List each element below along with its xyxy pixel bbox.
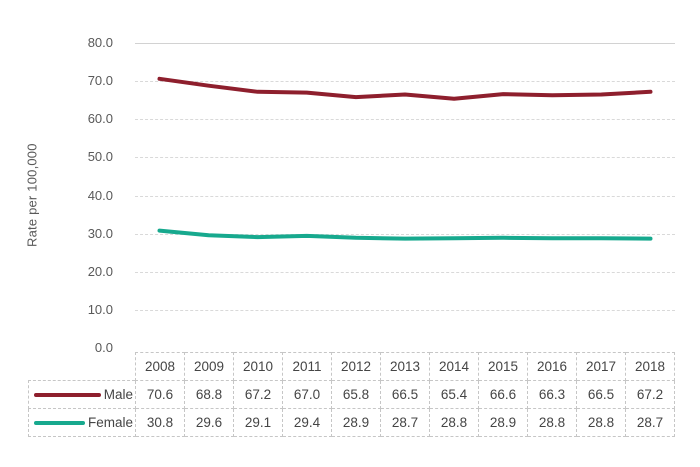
year-header-cell: 2011 [282,352,332,381]
y-axis-title: Rate per 100,000 [24,143,40,248]
y-tick-label: 80.0 [87,35,113,50]
y-tick-label: 0.0 [94,340,113,355]
gridline-40 [135,195,675,197]
value-cell-male: 66.6 [478,380,528,409]
legend-cell-female: Female [28,408,136,437]
table-header-row: 2008 2009 2010 2011 2012 2013 2014 2015 2016 2017… [29,352,675,381]
value-cell-female: 29.1 [233,408,283,437]
table-row-female: Female 30.8 29.6 29.1 29.4 28.9 28.7 28.8 28.9 28… [28,408,675,437]
legend-label-female: Female [87,415,133,430]
legend-line-swatch-female [34,420,85,425]
value-cell-male: 65.8 [331,380,381,409]
year-header-cell: 2009 [184,352,234,381]
year-header-cell: 2012 [331,352,381,381]
value-cell-male: 66.5 [576,380,626,409]
legend-label-male: Male [103,387,133,402]
value-cell-female: 28.9 [331,408,381,437]
y-tick-label: 50.0 [87,149,113,165]
value-cell-female: 28.8 [576,408,626,437]
value-cell-female: 29.4 [282,408,332,437]
gridline-80 [135,43,675,44]
value-cell-male: 66.3 [527,380,577,409]
value-cell-female: 28.9 [478,408,528,437]
value-cell-male: 67.2 [233,380,283,409]
value-cell-male: 66.5 [380,380,430,409]
year-header-cell: 2017 [576,352,626,381]
value-cell-male: 67.0 [282,380,332,409]
value-cell-female: 28.7 [380,408,430,437]
table-row-male: Male 70.6 68.8 67.2 67.0 65.8 66.5 65.4 66.6 66.3… [28,380,675,409]
value-cell-female: 28.8 [527,408,577,437]
value-cell-female: 28.7 [625,408,675,437]
y-tick-label: 30.0 [87,225,113,241]
y-tick-label: 70.0 [87,73,113,89]
legend-cell-male: Male [28,380,136,409]
y-tick-label: 20.0 [87,263,113,279]
series-line-male [157,76,653,101]
y-tick-label: 40.0 [87,187,113,203]
year-header-cell: 2008 [135,352,185,381]
gridline-20 [135,271,675,273]
value-cell-male: 67.2 [625,380,675,409]
line-chart-svg [157,76,653,241]
y-tick-label: 60.0 [87,111,113,127]
value-cell-female: 29.6 [184,408,234,437]
year-header-cell: 2016 [527,352,577,381]
value-cell-male: 65.4 [429,380,479,409]
year-header-cell: 2010 [233,352,283,381]
value-cell-male: 68.8 [184,380,234,409]
plot-area [135,43,675,348]
y-axis-tick-labels: 0.0 10.0 20.0 30.0 40.0 50.0 60.0 70.0 80.0 [55,35,113,355]
year-header-cell: 2014 [429,352,479,381]
value-cell-female: 28.8 [429,408,479,437]
year-header-cell: 2018 [625,352,675,381]
gridline-50 [135,157,675,159]
year-header-cell: 2013 [380,352,430,381]
chart-data-table: 2008 2009 2010 2011 2012 2013 2014 2015 2016 2017… [28,352,675,437]
table-corner-cell [29,353,136,381]
value-cell-female: 30.8 [135,408,185,437]
value-cell-male: 70.6 [135,380,185,409]
legend-line-swatch-male [34,392,101,397]
year-header-cell: 2015 [478,352,528,381]
gridline-70 [135,81,675,83]
gridline-30 [135,233,675,235]
y-tick-label: 10.0 [87,301,113,317]
gridline-10 [135,309,675,311]
gridline-60 [135,119,675,121]
series-line-female [157,228,653,241]
